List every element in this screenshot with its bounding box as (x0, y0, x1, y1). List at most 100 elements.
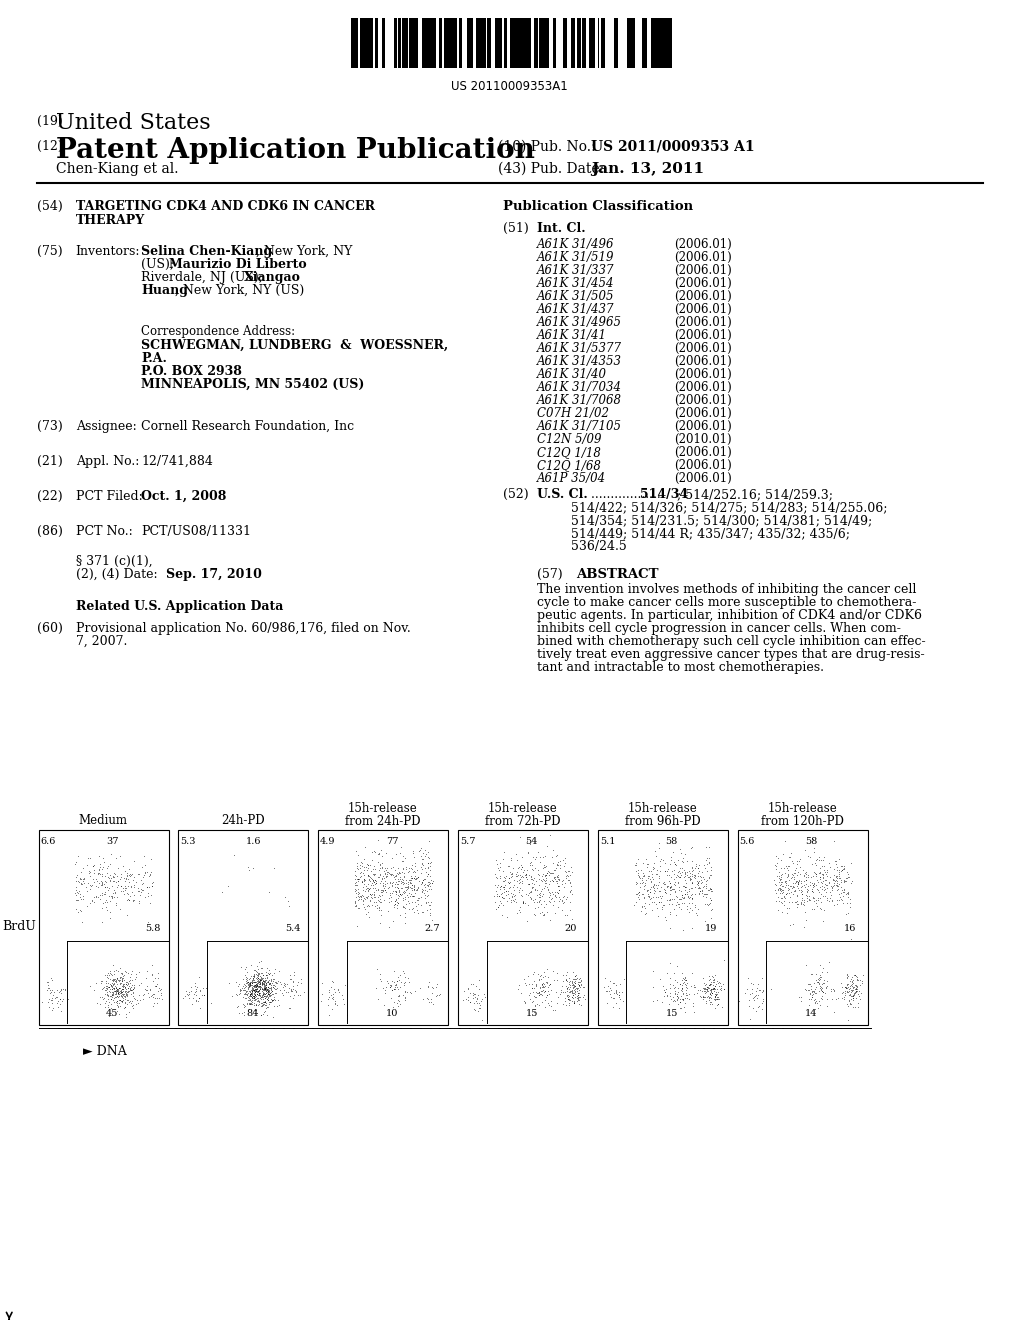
Point (2, 1309, 18, 1320)
Point (1, 1309, 17, 1320)
Point (2, 1309, 18, 1320)
Point (1, 1309, 17, 1320)
Point (2, 1309, 18, 1320)
Point (1, 1309, 17, 1320)
Point (1, 1309, 17, 1320)
Point (1, 1309, 17, 1320)
Point (1, 1309, 17, 1320)
Point (1, 1309, 17, 1320)
Point (2, 1309, 18, 1320)
Point (1, 1309, 17, 1320)
Point (1, 1309, 17, 1320)
Point (1, 1309, 17, 1320)
Point (2, 1309, 18, 1320)
Point (1, 1309, 17, 1320)
Point (1, 1309, 17, 1320)
Point (2, 1309, 18, 1320)
Point (1, 1309, 17, 1320)
Point (2, 1309, 18, 1320)
Point (1, 1309, 17, 1320)
Point (1, 1309, 17, 1320)
Point (1, 1309, 17, 1320)
Point (2, 1309, 18, 1320)
Point (1, 1309, 17, 1320)
Point (2, 1309, 18, 1320)
Point (1, 1309, 17, 1320)
Point (2, 1309, 18, 1320)
Point (2, 1309, 18, 1320)
Point (2, 1309, 18, 1320)
Point (1, 1309, 17, 1320)
Point (2, 1309, 18, 1320)
Point (1, 1309, 17, 1320)
Point (2, 1309, 18, 1320)
Point (1, 1309, 17, 1320)
Point (1, 1309, 17, 1320)
Point (2, 1309, 18, 1320)
Point (2, 1309, 18, 1320)
Point (1, 1309, 17, 1320)
Point (1, 1309, 17, 1320)
Point (2, 1309, 18, 1320)
Point (2, 1309, 18, 1320)
Point (2, 1309, 18, 1320)
Point (1, 1309, 17, 1320)
Point (1, 1309, 17, 1320)
Point (2, 1309, 18, 1320)
Point (1, 1309, 17, 1320)
Point (1, 1309, 17, 1320)
Point (1, 1309, 17, 1320)
Point (2, 1309, 18, 1320)
Point (1, 1309, 17, 1320)
Point (2, 1309, 18, 1320)
Point (2, 1309, 18, 1320)
Point (2, 1309, 18, 1320)
Point (2, 1309, 18, 1320)
Text: (75): (75) (37, 246, 62, 257)
Text: (22): (22) (37, 490, 62, 503)
Point (1, 1309, 17, 1320)
Point (2, 1309, 18, 1320)
Bar (518, 18, 521, 69)
Point (1, 1309, 17, 1320)
Point (1, 1309, 17, 1320)
Point (1, 1309, 17, 1320)
Point (2, 1309, 18, 1320)
Point (1, 1309, 17, 1320)
Point (1, 1309, 17, 1320)
Point (2, 1309, 18, 1320)
Bar (578, 18, 582, 69)
Point (1, 1309, 17, 1320)
Point (1, 1309, 17, 1320)
Point (1, 1309, 17, 1320)
Point (1, 1309, 17, 1320)
Point (2, 1309, 18, 1320)
Point (2, 1309, 18, 1320)
Point (1, 1309, 17, 1320)
Point (2, 1309, 18, 1320)
Point (1, 1309, 17, 1320)
Point (2, 1309, 18, 1320)
Point (2, 1309, 18, 1320)
Point (1, 1309, 17, 1320)
Point (1, 1309, 17, 1320)
Point (1, 1309, 17, 1320)
Point (2, 1309, 18, 1320)
Point (2, 1309, 18, 1320)
Point (2, 1309, 18, 1320)
Point (1, 1309, 17, 1320)
Text: 2.7: 2.7 (425, 924, 440, 933)
Point (2, 1309, 18, 1320)
Point (1, 1309, 17, 1320)
Point (2, 1309, 18, 1320)
Point (2, 1309, 18, 1320)
Point (1, 1309, 17, 1320)
Point (2, 1309, 18, 1320)
Point (1, 1309, 17, 1320)
Point (2, 1309, 18, 1320)
Point (2, 1309, 18, 1320)
Point (1, 1309, 17, 1320)
Point (2, 1309, 18, 1320)
Point (1, 1309, 17, 1320)
Point (2, 1309, 18, 1320)
